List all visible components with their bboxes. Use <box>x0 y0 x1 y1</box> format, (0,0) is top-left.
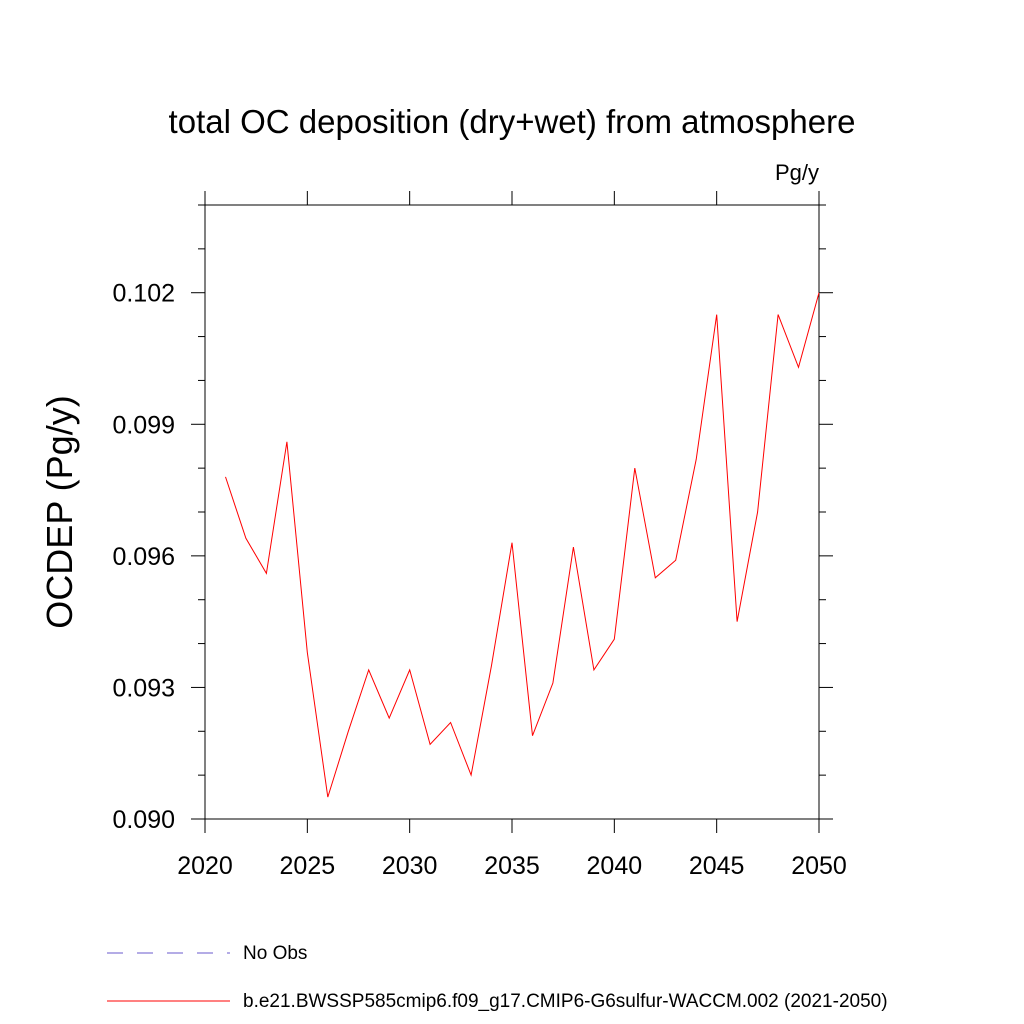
plot-frame <box>204 204 820 820</box>
x-tick-label: 2020 <box>177 852 233 880</box>
y-tick-label: 0.090 <box>112 806 175 834</box>
x-tick-label: 2045 <box>689 852 745 880</box>
x-tick-label: 2030 <box>382 852 438 880</box>
y-tick-label: 0.096 <box>112 543 175 571</box>
y-axis-ticks: 0.090 0.093 0.096 0.099 0.102 <box>112 204 833 834</box>
y-axis-label: OCDEP (Pg/y) <box>39 395 80 628</box>
x-tick-label: 2035 <box>484 852 540 880</box>
y-tick-label: 0.093 <box>112 674 175 702</box>
y-tick-label: 0.099 <box>112 411 175 439</box>
legend-label-no-obs: No Obs <box>243 943 307 964</box>
legend-label-model-run: b.e21.BWSSP585cmip6.f09_g17.CMIP6-G6sulf… <box>243 991 888 1012</box>
x-tick-label: 2040 <box>587 852 643 880</box>
y-tick-label: 0.102 <box>112 280 175 308</box>
series-group <box>225 292 820 798</box>
series-line-0 <box>225 292 820 798</box>
x-axis-ticks: 2020 2025 2030 2035 2040 2045 2050 <box>177 191 847 880</box>
x-tick-label: 2025 <box>280 852 336 880</box>
chart-title: total OC deposition (dry+wet) from atmos… <box>169 103 856 140</box>
x-tick-label: 2050 <box>791 852 847 880</box>
legend: No Obs b.e21.BWSSP585cmip6.f09_g17.CMIP6… <box>107 943 888 1012</box>
units-label: Pg/y <box>775 160 819 185</box>
